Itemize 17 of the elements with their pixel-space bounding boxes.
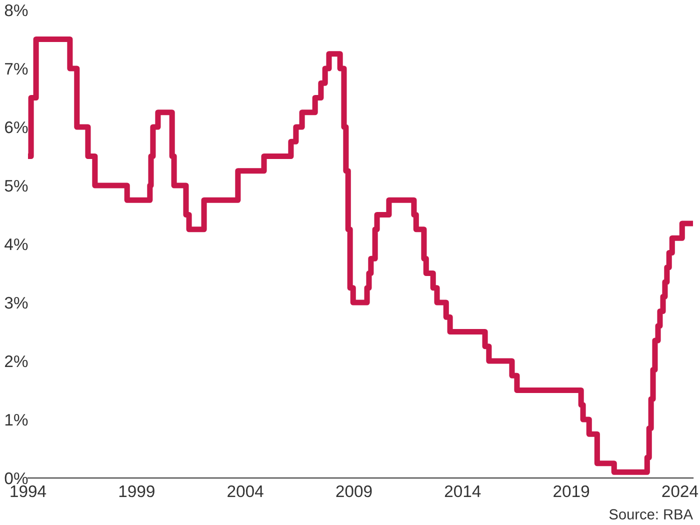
y-tick-label: 1% (5, 414, 28, 426)
y-tick-label: 3% (4, 296, 28, 309)
x-tick-label: 2014 (444, 485, 481, 498)
y-tick-label: 7% (5, 62, 28, 75)
x-tick-label: 1994 (10, 485, 46, 498)
y-tick-label: 8% (4, 4, 28, 16)
y-tick-label: 4% (4, 238, 28, 250)
y-tick-label: 6% (5, 121, 28, 134)
x-tick-label: 2004 (228, 485, 264, 498)
source-note: Source: RBA (609, 509, 693, 520)
x-tick-label: 1999 (119, 485, 154, 498)
y-tick-label: 2% (5, 355, 28, 368)
x-tick-label: 2019 (554, 485, 590, 498)
x-tick-label: 2009 (336, 485, 372, 498)
x-tick-label: 2024 (662, 485, 698, 498)
y-tick-label: 0% (4, 472, 28, 484)
y-tick-label: 5% (4, 180, 28, 192)
